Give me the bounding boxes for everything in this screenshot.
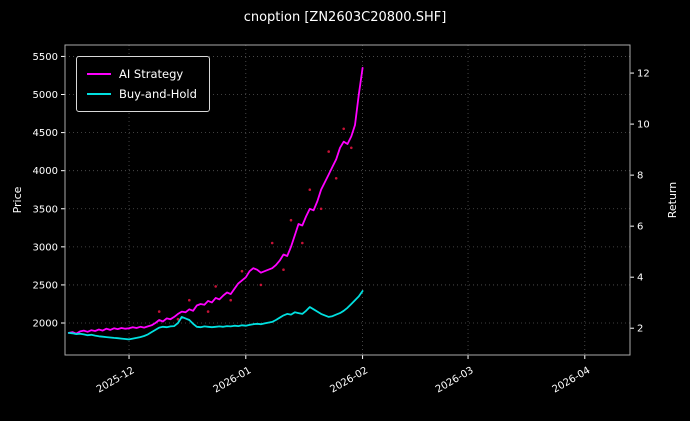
- signal-dot: [327, 150, 331, 153]
- y-tick-label-right: 4: [637, 273, 643, 284]
- y-tick-label-right: 10: [637, 120, 650, 131]
- x-tick-label: 2026-04: [551, 365, 593, 395]
- signal-dot: [176, 317, 180, 321]
- plot-border: [64, 44, 631, 356]
- y-tick-label-left: 2000: [33, 319, 58, 330]
- y-axis-label-left: Price: [11, 186, 24, 214]
- buy-and-hold-line-swatch: [87, 93, 111, 95]
- y-tick-label-right: 8: [637, 171, 643, 182]
- signal-dot: [229, 298, 232, 302]
- y-tick-label-right: 12: [637, 69, 650, 80]
- signal-dot: [188, 298, 191, 302]
- y-axis-label-right: Return: [666, 181, 679, 219]
- signal-dot: [308, 188, 312, 191]
- ai-strategy-line-swatch: [87, 73, 111, 75]
- signal-dot: [259, 283, 263, 287]
- x-tick-label: 2025-12: [95, 365, 137, 395]
- signal-dot: [350, 146, 353, 150]
- signal-dot: [319, 207, 323, 211]
- signal-dot: [206, 310, 210, 313]
- y-tick-label-left: 4000: [33, 166, 58, 177]
- signal-dot: [342, 127, 346, 131]
- chart-title: cnoption [ZN2603C20800.SHF]: [243, 10, 447, 25]
- y-tick-label-left: 3000: [33, 242, 58, 253]
- legend-item-ai-strategy: AI Strategy: [87, 64, 197, 84]
- signal-dot: [282, 268, 285, 272]
- signal-dot: [214, 285, 217, 288]
- y-tick-label-left: 3500: [33, 204, 58, 215]
- y-tick-label-left: 5500: [33, 52, 58, 63]
- x-tick-label: 2026-01: [212, 365, 254, 395]
- signal-dot: [240, 269, 244, 273]
- signal-dot: [301, 241, 304, 245]
- series-line-ai-strategy: [67, 67, 364, 335]
- signal-dot: [270, 241, 274, 245]
- legend-item-buy-and-hold: Buy-and-Hold: [87, 84, 197, 104]
- y-tick-label-right: 6: [637, 222, 643, 233]
- signal-dot: [289, 218, 293, 222]
- legend-label-ai-strategy: AI Strategy: [119, 67, 184, 81]
- x-tick-label: 2026-03: [434, 365, 476, 395]
- y-tick-label-left: 4500: [33, 128, 58, 139]
- x-tick-label: 2026-02: [328, 365, 370, 395]
- series-line-buy-and-hold: [67, 290, 364, 341]
- legend: AI Strategy Buy-and-Hold: [76, 56, 210, 112]
- signal-dot: [157, 310, 161, 313]
- signal-dot: [334, 177, 338, 180]
- y-tick-label-left: 5000: [33, 90, 58, 101]
- y-tick-label-right: 2: [637, 324, 643, 335]
- legend-label-buy-and-hold: Buy-and-Hold: [119, 87, 197, 101]
- y-tick-label-left: 2500: [33, 280, 58, 291]
